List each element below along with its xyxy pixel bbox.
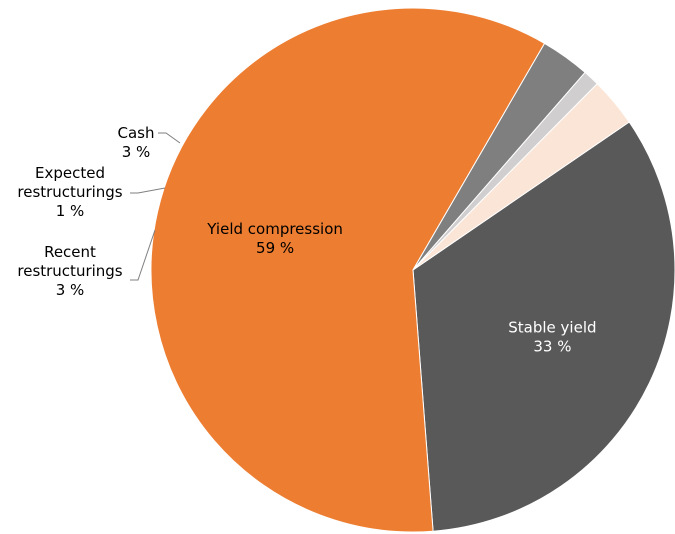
leader-lines bbox=[130, 132, 181, 281]
pie-slices bbox=[150, 7, 675, 533]
leader-line-recent-restructurings bbox=[130, 229, 156, 281]
slice-cash bbox=[412, 83, 630, 271]
slice-label-cash: Cash 3 % bbox=[118, 124, 155, 161]
slice-labels: Stable yield 33 % Yield compression 59 % Rec… bbox=[17, 124, 596, 355]
slice-stable-yield bbox=[412, 121, 675, 532]
slice-label-expected-restructurings: Expected restructurings 1 % bbox=[17, 164, 122, 220]
slice-label-yield-compression: Yield compression 59 % bbox=[206, 220, 343, 257]
leader-line-expected-restructurings bbox=[130, 187, 166, 194]
slice-label-stable-yield: Stable yield 33 % bbox=[508, 318, 596, 355]
slice-yield-compression bbox=[150, 7, 546, 533]
leader-line-cash bbox=[158, 132, 181, 144]
slice-label-recent-restructurings: Recent restructurings 3 % bbox=[17, 243, 122, 299]
